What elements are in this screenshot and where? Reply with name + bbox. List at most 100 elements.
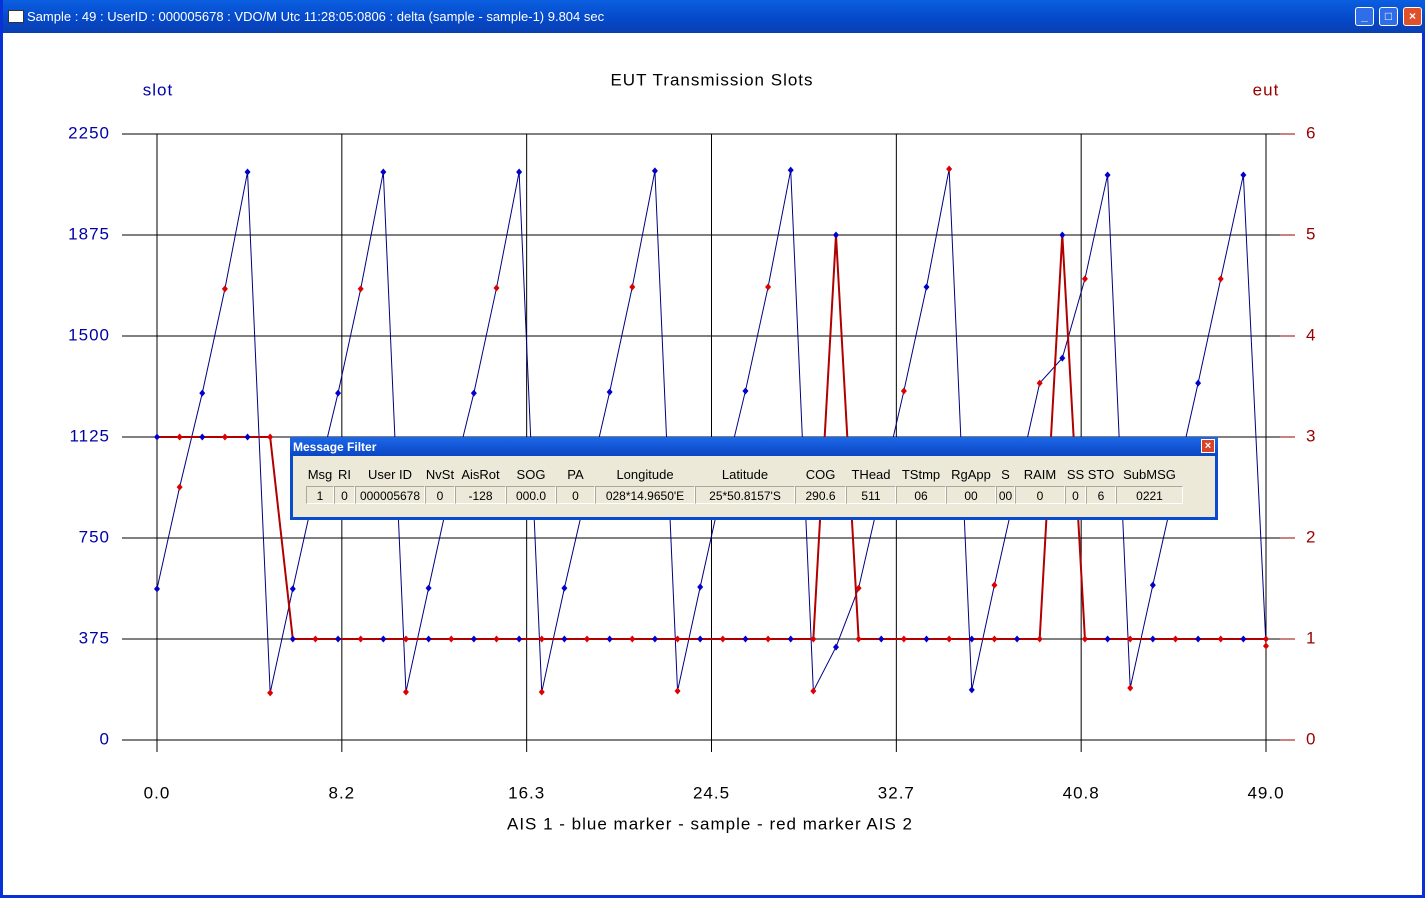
table-cell: 25*50.8157'S <box>695 486 795 504</box>
data-marker <box>651 167 658 175</box>
x-tick-label: 0.0 <box>144 783 171 802</box>
column-header: Msg <box>307 467 333 482</box>
data-marker <box>289 635 296 643</box>
data-marker <box>335 389 342 397</box>
data-marker <box>221 433 228 441</box>
table-cell: 0 <box>334 486 355 504</box>
data-marker <box>1195 635 1202 643</box>
table-cell: -128 <box>455 486 506 504</box>
data-marker <box>221 285 228 293</box>
y2-tick-label: 2 <box>1306 527 1316 546</box>
x-tick-label: 16.3 <box>508 783 545 802</box>
data-marker <box>1240 635 1247 643</box>
data-marker <box>1217 275 1224 283</box>
data-marker <box>968 686 975 694</box>
data-marker <box>1149 581 1156 589</box>
data-marker <box>538 635 545 643</box>
y-tick-label: 1500 <box>68 325 110 344</box>
maximize-button[interactable]: □ <box>1379 7 1398 26</box>
data-marker <box>991 581 998 589</box>
data-marker <box>1127 684 1134 692</box>
x-tick-label: 40.8 <box>1063 783 1100 802</box>
data-marker <box>900 635 907 643</box>
data-marker <box>810 687 817 695</box>
table-cell: 028*14.9650'E <box>595 486 695 504</box>
data-marker <box>561 584 568 592</box>
data-marker <box>154 585 160 593</box>
window-title: Sample : 49 : UserID : 000005678 : VDO/M… <box>27 9 605 24</box>
y-tick-label: 1875 <box>68 224 110 243</box>
data-marker <box>1059 231 1066 239</box>
table-cell: 000005678 <box>355 486 425 504</box>
data-marker <box>629 635 636 643</box>
data-marker <box>561 635 568 643</box>
data-marker <box>855 584 862 592</box>
column-header: NvSt <box>425 467 455 482</box>
chart-title: EUT Transmission Slots <box>610 70 813 89</box>
column-header: COG <box>805 467 836 482</box>
data-marker <box>176 483 183 491</box>
data-marker <box>719 635 726 643</box>
data-marker <box>878 635 885 643</box>
close-button[interactable]: × <box>1403 7 1422 26</box>
table-cell: 290.6 <box>795 486 846 504</box>
column-header: AisRot <box>461 467 500 482</box>
data-marker <box>1172 635 1179 643</box>
minimize-button[interactable]: _ <box>1355 7 1374 26</box>
data-marker <box>1036 635 1043 643</box>
column-header: RI <box>338 467 351 482</box>
column-header: RAIM <box>1023 467 1057 482</box>
data-marker <box>357 285 364 293</box>
y-tick-label: 2250 <box>68 123 110 142</box>
data-marker <box>176 433 183 441</box>
column-header: STO <box>1087 467 1115 482</box>
data-marker <box>923 283 930 291</box>
data-marker <box>697 583 704 591</box>
data-marker <box>629 283 636 291</box>
data-marker <box>832 643 839 651</box>
data-marker <box>154 433 160 441</box>
data-marker <box>470 635 477 643</box>
table-cell: 00 <box>996 486 1015 504</box>
table-cell: 06 <box>896 486 946 504</box>
column-header: PA <box>567 467 584 482</box>
column-header: SubMSG <box>1123 467 1176 482</box>
data-marker <box>1127 635 1134 643</box>
data-marker <box>606 635 613 643</box>
data-marker <box>1081 635 1088 643</box>
data-marker <box>199 389 206 397</box>
data-marker <box>493 635 500 643</box>
data-marker <box>448 635 455 643</box>
series-line <box>157 234 1266 640</box>
data-marker <box>402 635 409 643</box>
data-marker <box>1217 635 1224 643</box>
title-bar: Sample : 49 : UserID : 000005678 : VDO/M… <box>3 0 1425 33</box>
table-cell: 511 <box>846 486 896 504</box>
column-header: S <box>1001 467 1010 482</box>
data-marker <box>312 635 319 643</box>
data-marker <box>289 585 296 593</box>
dialog-title-bar: Message Filter × <box>290 437 1218 456</box>
data-marker <box>402 688 409 696</box>
dialog-close[interactable]: × <box>1201 439 1215 453</box>
column-header: Longitude <box>616 467 674 482</box>
series-line <box>156 168 1267 693</box>
column-header: TStmp <box>901 467 941 482</box>
data-marker <box>1104 635 1111 643</box>
y2-tick-label: 0 <box>1306 729 1316 748</box>
data-marker <box>335 635 342 643</box>
data-marker <box>1240 171 1247 179</box>
y2-tick-label: 1 <box>1306 628 1316 647</box>
data-marker <box>946 165 953 173</box>
y-tick-label: 0 <box>100 729 110 748</box>
data-marker <box>946 635 953 643</box>
data-marker <box>968 635 975 643</box>
data-marker <box>244 168 251 176</box>
column-header: THead <box>851 467 891 482</box>
data-marker <box>1263 642 1269 650</box>
table-cell: 0 <box>1015 486 1065 504</box>
column-header: SOG <box>516 467 546 482</box>
table-cell: 00 <box>946 486 996 504</box>
data-marker <box>267 433 274 441</box>
data-marker <box>651 635 658 643</box>
